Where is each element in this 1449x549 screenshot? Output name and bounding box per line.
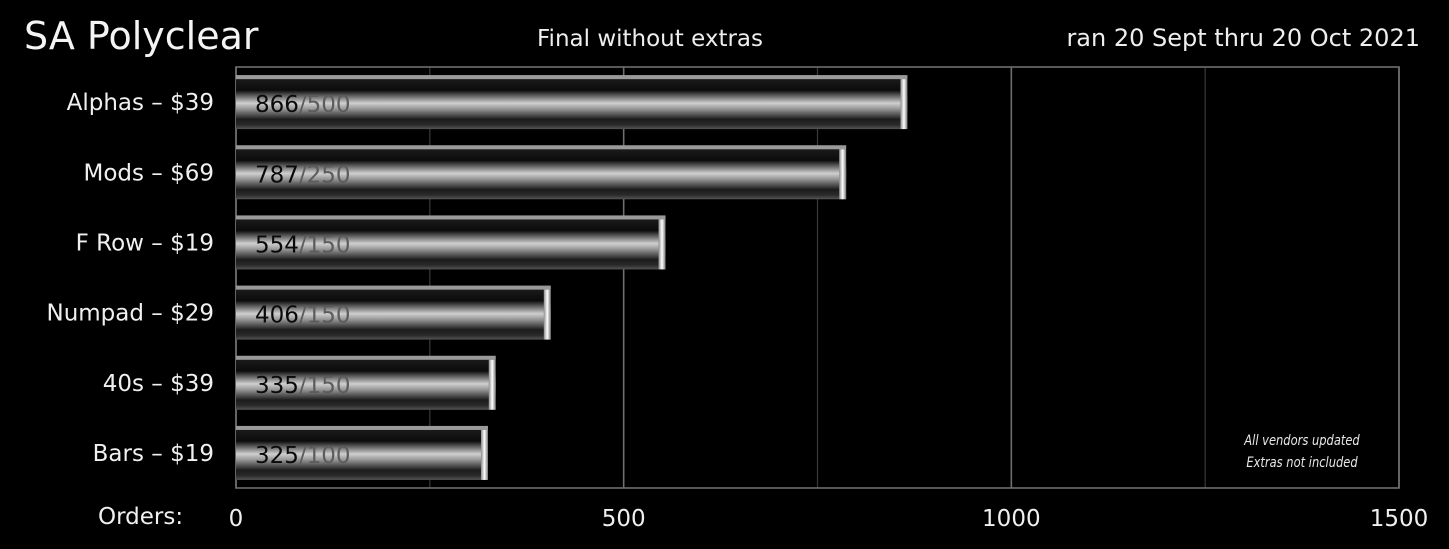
bar-value-label-5: 325/100 [255, 443, 351, 469]
bar-value-1: 787 [255, 162, 299, 188]
date-range: ran 20 Sept thru 20 Oct 2021 [1066, 24, 1420, 52]
bar-value-0: 866 [255, 92, 299, 118]
category-label-4: 40s – $39 [103, 371, 214, 397]
bar-value-label-0: 866/500 [255, 92, 351, 118]
x-tick-label-0: 0 [229, 506, 244, 532]
bar-cap-2 [658, 219, 666, 270]
bar-target-4: /150 [299, 373, 351, 399]
bar-group-2: 554/150 [236, 215, 666, 270]
bar-target-2: /150 [299, 232, 351, 258]
footnote: All vendors updated Extras not included [1228, 430, 1376, 474]
bar-group-5: 325/100 [236, 425, 488, 480]
category-label-5: Bars – $19 [93, 441, 214, 467]
x-tick-label-1000: 1000 [982, 506, 1041, 532]
grid-lines [235, 66, 1400, 489]
x-axis-label: Orders: [98, 504, 184, 530]
bar-1 [236, 145, 847, 200]
category-label-0: Alphas – $39 [67, 90, 214, 116]
bar-cap-3 [543, 289, 551, 340]
category-labels: Alphas – $39 Mods – $69 F Row – $19 Numpad … [46, 90, 214, 467]
bar-value-label-3: 406/150 [255, 303, 351, 329]
chart-subtitle: Final without extras [537, 26, 764, 52]
bar-cap-0 [900, 79, 908, 130]
bar-2 [236, 215, 666, 270]
category-label-2: F Row – $19 [76, 230, 214, 256]
bar-value-label-4: 335/150 [255, 373, 351, 399]
bar-value-5: 325 [255, 443, 299, 469]
bar-value-2: 554 [255, 232, 299, 258]
bar-group-0: 866/500 [236, 75, 908, 130]
chart-title: SA Polyclear [24, 14, 259, 58]
bar-0 [236, 75, 908, 130]
bar-cap-1 [839, 149, 847, 200]
x-axis-ticks: 0 500 1000 1500 [229, 506, 1429, 532]
bar-5 [236, 425, 488, 480]
bar-group-1: 787/250 [236, 145, 847, 200]
bar-value-4: 335 [255, 373, 299, 399]
bar-cap-4 [488, 359, 496, 410]
bar-value-3: 406 [255, 303, 299, 329]
bar-target-0: /500 [299, 92, 351, 118]
bar-value-label-1: 787/250 [255, 162, 351, 188]
category-label-1: Mods – $69 [83, 160, 214, 186]
bar-4 [236, 355, 496, 410]
x-tick-label-500: 500 [602, 506, 646, 532]
footnote-line-2: Extras not included [1246, 455, 1358, 471]
x-tick-label-1500: 1500 [1370, 506, 1429, 532]
bar-target-1: /250 [299, 162, 351, 188]
footnote-line-1: All vendors updated [1244, 433, 1360, 449]
bars: 866/500787/250554/150406/150335/150325/1… [236, 75, 908, 480]
plot-frame [235, 66, 1400, 489]
bar-group-3: 406/150 [236, 285, 551, 340]
bar-target-3: /150 [299, 303, 351, 329]
bar-group-4: 335/150 [236, 355, 496, 410]
bar-value-label-2: 554/150 [255, 232, 351, 258]
bar-target-5: /100 [299, 443, 351, 469]
category-label-3: Numpad – $29 [46, 301, 214, 327]
bar-3 [236, 285, 551, 340]
bar-cap-5 [480, 429, 488, 480]
